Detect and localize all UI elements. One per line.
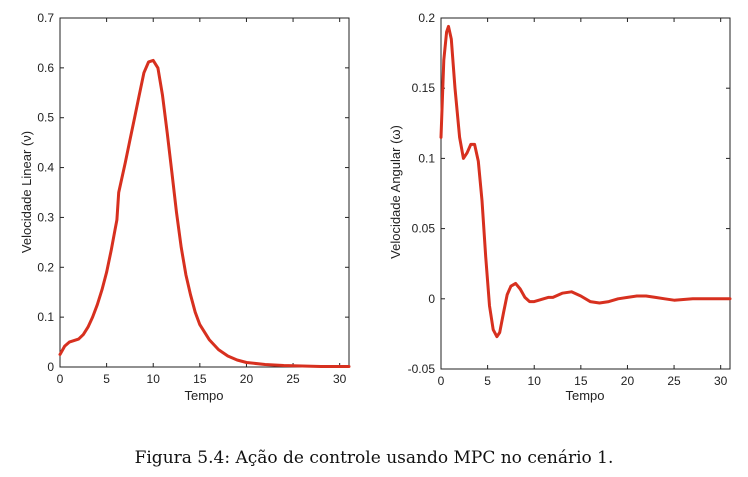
y-tick-label: 0.4 [37, 161, 54, 175]
x-tick-label: 20 [240, 372, 254, 386]
x-axis-label: Tempo [184, 388, 223, 403]
y-tick-label: 0 [47, 360, 54, 374]
x-axis-label: Tempo [565, 388, 604, 403]
x-tick-label: 30 [333, 372, 347, 386]
y-tick-label: 0.1 [37, 310, 54, 324]
y-tick-label: 0.05 [412, 222, 436, 236]
series-line-omega [439, 24, 732, 339]
x-tick-label: 0 [438, 374, 445, 388]
plot-frame [440, 17, 731, 370]
y-ticks: -0.05 0 0.05 0.1 0.15 0.2 [408, 11, 730, 376]
x-ticks: 0 5 10 15 20 25 30 [57, 18, 347, 386]
y-tick-label: 0.5 [37, 111, 54, 125]
y-tick-label: 0.1 [418, 151, 435, 165]
y-tick-label: 0.15 [412, 81, 436, 95]
x-tick-label: 25 [667, 374, 681, 388]
x-ticks: 0 5 10 15 20 25 30 [438, 18, 728, 388]
y-tick-label: 0.2 [418, 11, 435, 25]
y-axis-label: Velocidade Angular (ω) [388, 125, 403, 259]
series-line-v [58, 58, 351, 368]
x-tick-label: 5 [103, 372, 110, 386]
x-tick-label: 5 [484, 374, 491, 388]
plot-frame [59, 17, 350, 368]
x-tick-label: 25 [286, 372, 300, 386]
y-tick-label: 0.7 [37, 11, 54, 25]
figure: 0 5 10 15 20 25 30 0 0.1 0.2 0.3 0.4 0.5 0.6 0.7 Temp… [19, 11, 732, 403]
y-axis-label: Velocidade Linear (ν) [19, 131, 34, 253]
y-tick-label: 0.2 [37, 260, 54, 274]
x-tick-label: 15 [193, 372, 207, 386]
x-tick-label: 0 [57, 372, 64, 386]
chart-linear-velocity: 0 5 10 15 20 25 30 0 0.1 0.2 0.3 0.4 0.5 0.6 0.7 Temp… [19, 11, 351, 403]
x-tick-label: 10 [528, 374, 542, 388]
x-tick-label: 15 [574, 374, 588, 388]
y-ticks: 0 0.1 0.2 0.3 0.4 0.5 0.6 0.7 [37, 11, 349, 374]
y-tick-label: 0 [428, 292, 435, 306]
x-tick-label: 20 [621, 374, 635, 388]
x-tick-label: 30 [714, 374, 728, 388]
y-tick-label: 0.3 [37, 210, 54, 224]
x-tick-label: 10 [147, 372, 161, 386]
figure-caption: Figura 5.4: Ação de controle usando MPC … [134, 448, 614, 468]
y-tick-label: -0.05 [408, 362, 436, 376]
y-tick-label: 0.6 [37, 61, 54, 75]
